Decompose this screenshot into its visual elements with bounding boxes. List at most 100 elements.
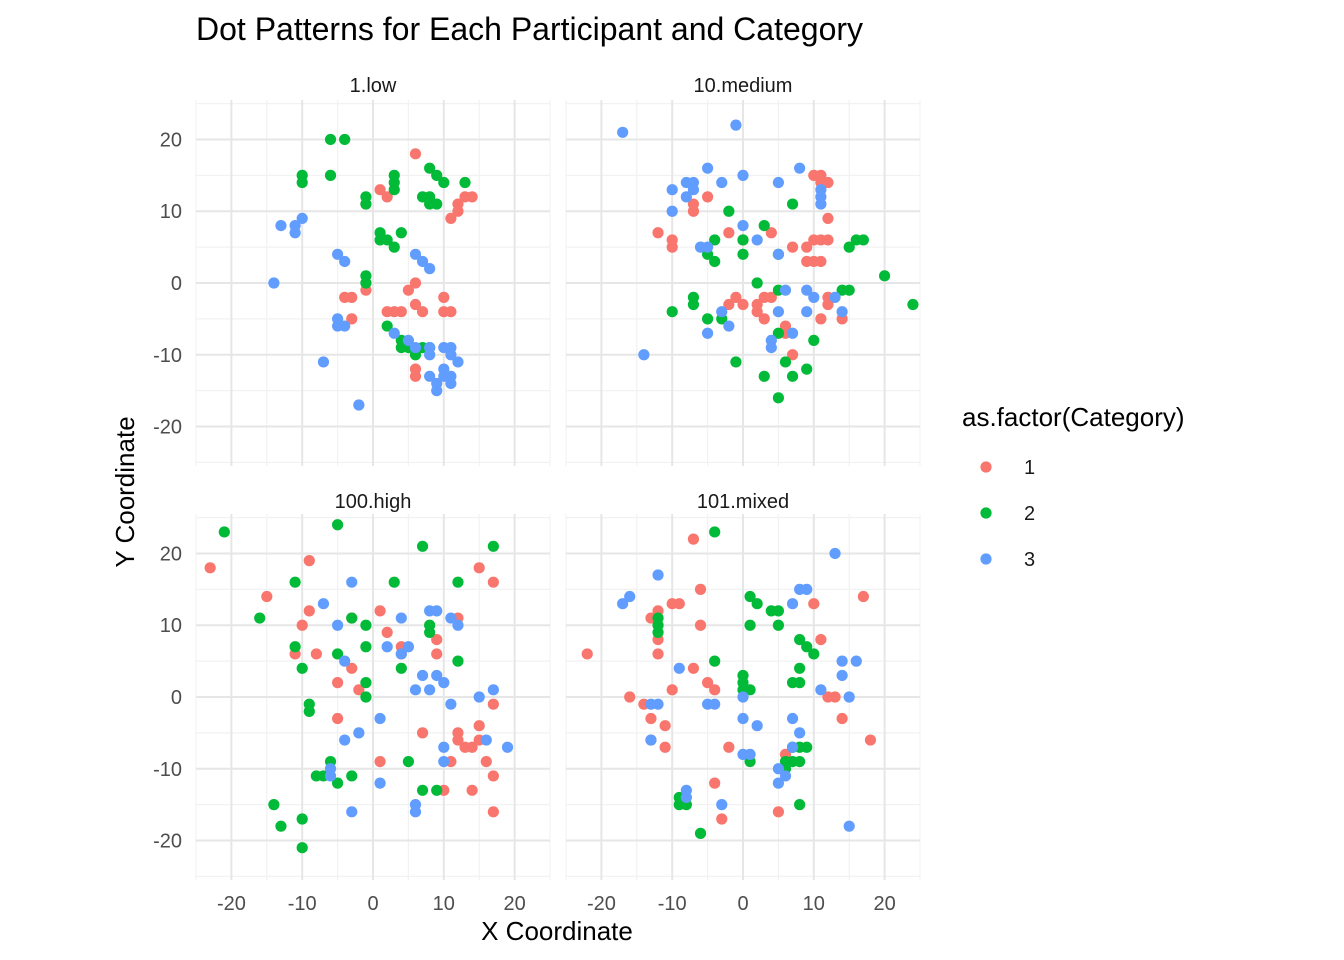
y-tick-label: 10	[160, 201, 182, 223]
data-point	[324, 169, 337, 181]
series-category-3	[268, 212, 464, 411]
data-point	[687, 184, 700, 196]
data-point	[445, 212, 457, 225]
x-tick-label: 20	[873, 893, 895, 915]
data-point	[659, 720, 671, 732]
data-point	[794, 677, 806, 689]
data-point	[416, 306, 429, 318]
data-point	[786, 712, 799, 725]
data-point	[388, 576, 400, 588]
data-point	[779, 284, 792, 296]
data-point	[751, 234, 763, 246]
data-point	[815, 198, 827, 210]
data-point	[730, 119, 742, 131]
data-point	[617, 598, 629, 610]
data-point	[438, 677, 450, 689]
data-point	[424, 626, 436, 639]
data-point	[438, 291, 450, 303]
data-point	[808, 598, 820, 610]
data-point	[907, 298, 919, 311]
data-point	[416, 784, 429, 796]
data-point	[652, 648, 664, 660]
data-point	[381, 191, 393, 203]
data-point	[765, 227, 777, 239]
data-point	[395, 662, 407, 674]
data-point	[772, 763, 785, 775]
data-point	[794, 162, 806, 174]
data-point	[801, 583, 813, 595]
data-point	[709, 777, 721, 789]
y-tick-label: 0	[171, 273, 182, 295]
data-point	[480, 755, 492, 768]
data-point	[645, 734, 657, 746]
data-point	[296, 662, 308, 674]
data-point	[332, 777, 344, 789]
data-point	[786, 349, 799, 361]
data-point	[452, 734, 464, 746]
data-point	[702, 327, 714, 339]
legend-entry-1: 1	[980, 457, 1035, 479]
data-point	[709, 698, 721, 710]
data-point	[687, 205, 700, 217]
legend-key-dot	[980, 507, 992, 519]
panel-strip-label: 100.high	[335, 491, 412, 513]
data-point	[857, 234, 869, 246]
data-point	[289, 227, 301, 239]
data-point	[324, 770, 337, 782]
data-point	[801, 641, 813, 653]
y-tick-label: -10	[153, 345, 182, 367]
data-point	[339, 320, 351, 332]
data-point	[786, 598, 799, 610]
data-point	[879, 270, 891, 282]
y-tick-label: 20	[160, 129, 182, 151]
data-point	[659, 741, 671, 753]
data-point	[857, 590, 869, 603]
data-point	[346, 576, 358, 588]
legend-key-dot	[980, 461, 992, 473]
series-category-2	[666, 198, 919, 404]
data-point	[801, 363, 813, 375]
data-point	[395, 306, 407, 318]
data-point	[466, 741, 478, 753]
panel-strip-label: 10.medium	[694, 75, 793, 97]
data-point	[424, 684, 436, 696]
data-point	[402, 334, 414, 347]
data-point	[296, 176, 308, 189]
data-point	[772, 392, 785, 404]
data-point	[822, 176, 834, 189]
data-point	[808, 334, 820, 347]
data-point	[353, 727, 365, 739]
data-point	[850, 655, 862, 667]
data-point	[402, 284, 414, 296]
data-point	[801, 241, 813, 253]
data-point	[617, 126, 629, 138]
data-point	[268, 277, 280, 289]
data-point	[772, 777, 785, 789]
data-point	[843, 284, 855, 296]
data-point	[388, 327, 400, 339]
data-point	[751, 306, 763, 318]
y-tick-label: 0	[171, 687, 182, 709]
panels: 1.low -20 -10 0 10 20 10.medium 100.high -20 -10 0…	[153, 75, 921, 915]
data-point	[652, 698, 664, 710]
panel-1-low: 1.low -20 -10 0 10 20	[153, 75, 551, 466]
data-point	[744, 619, 756, 631]
x-axis-title: X Coordinate	[481, 916, 633, 946]
data-point	[702, 677, 714, 689]
data-point	[815, 633, 827, 646]
data-point	[409, 806, 422, 818]
data-point	[716, 799, 728, 811]
data-point	[381, 626, 393, 639]
data-point	[794, 727, 806, 739]
x-tick-label: -10	[658, 893, 687, 915]
data-point	[332, 677, 344, 689]
series-category-1	[581, 533, 877, 825]
data-point	[339, 255, 351, 268]
data-point	[829, 291, 841, 303]
data-point	[402, 755, 414, 768]
panel-101-mixed: 101.mixed -20 -10 0 10 20	[565, 491, 921, 915]
series-category-3	[617, 119, 848, 361]
data-point	[723, 205, 735, 217]
data-point	[487, 684, 499, 696]
series-category-2	[218, 519, 499, 854]
